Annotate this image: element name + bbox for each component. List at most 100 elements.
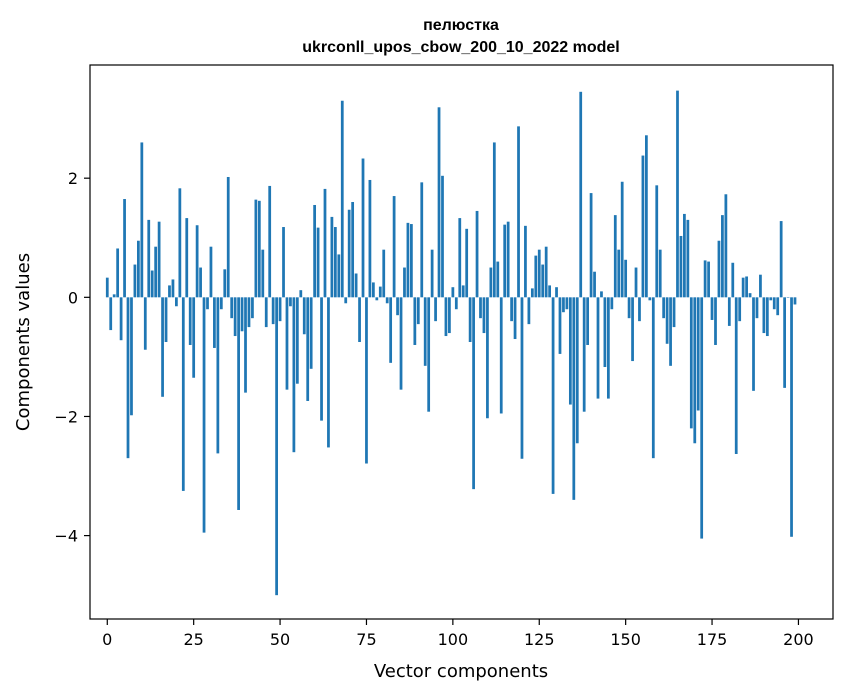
bar (593, 272, 596, 298)
bar (241, 297, 244, 331)
y-axis-label: Components values (13, 253, 34, 431)
bar (154, 247, 157, 298)
bar (362, 159, 365, 298)
bar (127, 297, 130, 458)
bar (320, 297, 323, 420)
bar (686, 220, 689, 297)
bar (448, 297, 451, 333)
bar (268, 186, 271, 297)
bar (483, 297, 486, 333)
bar (130, 297, 133, 415)
bar (794, 297, 797, 304)
bar (566, 297, 569, 309)
bar (261, 250, 264, 298)
bar (610, 297, 613, 309)
bar (134, 265, 137, 298)
bar (210, 247, 213, 298)
bar (621, 182, 624, 298)
bar (624, 260, 627, 298)
bar (185, 218, 188, 297)
bar (735, 297, 738, 454)
bar (327, 297, 330, 447)
bar (662, 297, 665, 318)
bar (583, 297, 586, 411)
bar (337, 254, 340, 297)
bar (206, 297, 209, 309)
bar (510, 297, 513, 321)
bar (503, 225, 506, 298)
bar (140, 142, 143, 297)
bar (455, 297, 458, 309)
bar (500, 297, 503, 413)
bar (521, 297, 524, 458)
y-tick-label: 0 (68, 288, 78, 307)
bar (648, 297, 651, 300)
bar (279, 297, 282, 321)
bar (700, 297, 703, 538)
bar (562, 297, 565, 312)
bar (334, 227, 337, 297)
bar (199, 268, 202, 298)
bar (476, 211, 479, 297)
bar (752, 297, 755, 391)
bar (348, 210, 351, 298)
bar (372, 282, 375, 297)
bar (534, 256, 537, 298)
bar (524, 226, 527, 297)
bar (458, 218, 461, 297)
bar (738, 297, 741, 321)
bar (545, 247, 548, 298)
bar (486, 297, 489, 418)
bar (234, 297, 237, 336)
bar (493, 142, 496, 297)
bar (559, 297, 562, 354)
bar (344, 297, 347, 303)
bar (265, 297, 268, 327)
bar (638, 297, 641, 321)
y-tick-label: −2 (54, 407, 78, 426)
bar (628, 297, 631, 318)
bar (711, 297, 714, 320)
bar (579, 92, 582, 298)
bar (528, 297, 531, 324)
bar (379, 287, 382, 298)
bar (296, 297, 299, 383)
bar (673, 297, 676, 327)
bar (137, 241, 140, 298)
bar (745, 276, 748, 297)
bar (489, 268, 492, 298)
bar (386, 297, 389, 303)
bar (158, 222, 161, 298)
bar (507, 222, 510, 298)
bar (355, 273, 358, 297)
bar (604, 297, 607, 367)
bar (223, 269, 226, 297)
bar (244, 297, 247, 392)
bar (724, 194, 727, 297)
bar (517, 126, 520, 297)
bar (728, 297, 731, 326)
bar (680, 236, 683, 297)
bar (331, 217, 334, 297)
bar (289, 297, 292, 306)
bar (607, 297, 610, 398)
bar (451, 287, 454, 297)
bar (227, 177, 230, 297)
bar (147, 220, 150, 297)
bar (465, 229, 468, 298)
bar (763, 297, 766, 333)
bar (251, 297, 254, 318)
bar (590, 193, 593, 297)
bar (718, 241, 721, 298)
bar (203, 297, 206, 532)
bar (555, 287, 558, 297)
bar (652, 297, 655, 458)
bar (248, 297, 251, 327)
bar (666, 297, 669, 343)
bar (182, 297, 185, 491)
bar (189, 297, 192, 345)
bar (403, 268, 406, 298)
bar (631, 297, 634, 361)
bar (258, 201, 261, 298)
